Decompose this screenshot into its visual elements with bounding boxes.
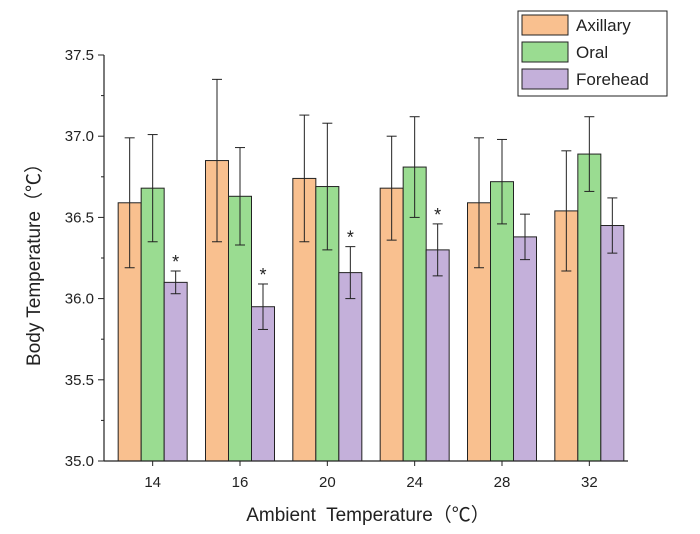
x-axis-title: Ambient Temperature（℃） [246, 504, 490, 526]
error-bars-layer [124, 78, 618, 330]
y-tick-label-37.0: 37.0 [65, 128, 94, 145]
bars-layer [117, 153, 625, 462]
bar-forehead-20 [338, 272, 363, 462]
legend: Axillary Oral Forehead [517, 10, 668, 97]
bar-forehead-14 [163, 281, 188, 462]
bar-forehead-24 [425, 249, 450, 462]
legend-label-axillary: Axillary [576, 16, 631, 35]
legend-swatch-forehead [521, 68, 569, 90]
legend-swatch-axillary [521, 14, 569, 36]
x-tick-label-14: 14 [144, 474, 161, 491]
y-tick-label-36.5: 36.5 [65, 209, 94, 226]
bar-forehead-32 [600, 225, 625, 462]
x-tick-label-24: 24 [406, 474, 423, 491]
significance-asterisk-14: * [172, 252, 179, 272]
y-tick-label-36.0: 36.0 [65, 291, 94, 308]
axes-layer: 35.0 35.5 36.0 36.5 37.0 37.5 14 16 20 24 28 32 [65, 47, 628, 491]
bar-forehead-28 [513, 236, 537, 462]
significance-asterisk-24: * [434, 205, 441, 225]
y-tick-label-37.5: 37.5 [65, 47, 94, 64]
significance-asterisk-20: * [347, 228, 354, 248]
x-tick-label-20: 20 [319, 474, 336, 491]
y-axis-title: Body Temperature（℃） [23, 154, 45, 366]
y-tick-label-35.5: 35.5 [65, 372, 94, 389]
y-tick-label-35.0: 35.0 [65, 453, 94, 470]
annotations-layer: * * * * [172, 205, 441, 285]
legend-label-forehead: Forehead [576, 70, 649, 89]
x-tick-label-16: 16 [232, 474, 249, 491]
x-tick-label-32: 32 [581, 474, 598, 491]
legend-swatch-oral [521, 41, 569, 63]
significance-asterisk-16: * [259, 265, 266, 285]
x-tick-label-28: 28 [494, 474, 511, 491]
legend-label-oral: Oral [576, 43, 608, 62]
bar-oral-32 [577, 153, 602, 462]
